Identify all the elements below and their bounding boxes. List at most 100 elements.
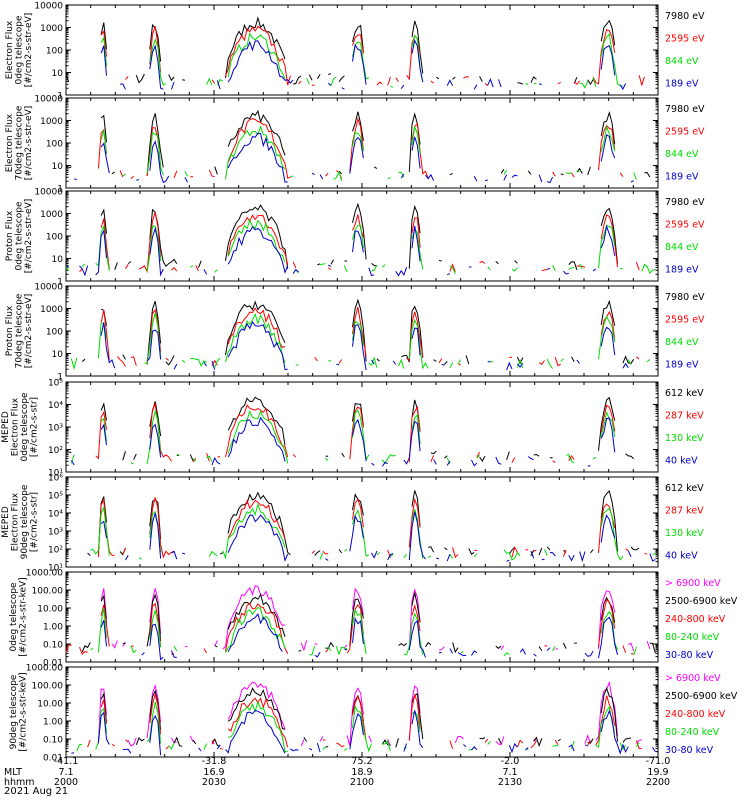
legend-label: 7980 eV: [665, 11, 705, 22]
date-label: 2021 Aug 21: [4, 786, 69, 797]
y-tick-label: 10.00: [37, 700, 63, 710]
legend-label: 2500-6900 keV: [665, 691, 738, 702]
series-trace-3: [70, 312, 651, 370]
series-trace-2: [101, 26, 655, 86]
y-axis-title: Electron Flux: [11, 397, 21, 456]
legend-label: 2595 eV: [665, 34, 705, 45]
series-trace-5: [71, 709, 656, 756]
y-tick-label: 100.00: [32, 587, 64, 597]
x-tick-label: 18.9: [351, 767, 372, 778]
y-axis-title: Proton Flux: [5, 305, 15, 356]
legend-label: 40 keV: [665, 456, 698, 467]
series-trace-1: [88, 490, 656, 556]
y-tick-label: 10: [52, 69, 64, 79]
panel-4: 1 10 100 1000 10000 Proton Flux 70deg telescop…: [5, 283, 705, 383]
y-tick-label: 10000: [34, 283, 63, 293]
y-tick-label: 1.00: [43, 718, 63, 728]
x-tick-label: 2000: [54, 777, 78, 788]
series-trace-2: [81, 592, 656, 654]
legend-label: 287 keV: [665, 411, 704, 422]
legend-label: 287 keV: [665, 506, 704, 517]
y-axis-title: Electron Flux: [5, 113, 15, 172]
series-trace-5: [101, 614, 658, 659]
x-tick-label: -71.0: [646, 756, 671, 767]
y-tick-label: 1000.00: [26, 664, 63, 674]
series-trace-2: [97, 497, 648, 559]
y-axis-title: [#/cm2-s-str]: [30, 492, 40, 552]
series-trace-2: [96, 404, 653, 463]
y-tick-label: 10³: [48, 424, 63, 434]
y-tick-label: 100.00: [32, 682, 64, 692]
series-trace-1: [82, 300, 647, 365]
legend-label: 7980 eV: [665, 104, 705, 115]
legend-label: 80-240 keV: [665, 727, 720, 738]
x-row-label: hhmm: [4, 777, 35, 788]
y-tick-label: 100: [46, 47, 63, 57]
series-trace-2: [101, 688, 655, 747]
legend-label: 130 keV: [665, 528, 704, 539]
legend-label: > 6900 keV: [665, 578, 721, 589]
x-tick-label: 2130: [498, 777, 522, 788]
legend-label: 844 eV: [665, 242, 699, 253]
legend-label: 2595 eV: [665, 220, 705, 231]
x-tick-label: 16.9: [203, 767, 224, 778]
panel-1: 1 10 100 1000 10000 Electron Flux 0deg telesco…: [5, 2, 705, 102]
y-tick-label: 0.10: [43, 736, 63, 746]
panel-7: 0.01 0.10 1.00 10.00 100.00 1000.00 0deg teles…: [9, 569, 738, 669]
y-tick-label: 1000: [40, 210, 63, 220]
panel-6: 10¹ 10² 10³ 10⁴ 10⁵ 10⁶ MEPED Electron Flux 90de…: [1, 474, 704, 574]
legend-label: 612 keV: [665, 388, 704, 399]
y-axis-title: 0deg telescope: [15, 201, 25, 271]
y-axis-title: [#/cm2-s-str-eV]: [24, 106, 34, 181]
y-axis-title: 90deg telescope: [20, 484, 30, 559]
x-tick-label: 75.2: [351, 756, 372, 767]
y-tick-label: 10000: [34, 95, 63, 105]
y-axis-title: 0deg telescope: [15, 15, 25, 85]
legend-label: 7980 eV: [665, 292, 705, 303]
y-tick-label: 10⁶: [48, 474, 63, 484]
y-axis-title: Proton Flux: [5, 210, 15, 261]
legend-label: 2500-6900 keV: [665, 596, 738, 607]
y-tick-label: 10000: [34, 2, 63, 12]
y-tick-label: 1: [57, 185, 63, 195]
y-tick-label: 1000: [40, 117, 63, 127]
plot-area: [71, 680, 656, 756]
panel-5: 10¹ 10² 10³ 10⁴ 10⁵ MEPED Electron Flux 0deg te…: [1, 379, 704, 479]
y-axis-title: [#/cm2-s-str-eV]: [24, 199, 34, 274]
series-trace-4: [66, 226, 650, 276]
legend-label: 189 eV: [665, 172, 699, 183]
series-trace-3: [101, 34, 655, 88]
y-tick-label: 10¹: [48, 564, 63, 574]
legend-label: 2595 eV: [665, 127, 705, 138]
x-tick-label: 2100: [350, 777, 374, 788]
y-tick-label: 100: [46, 328, 63, 338]
panel-3: 1 10 100 1000 10000 Proton Flux 0deg telescope…: [5, 188, 705, 288]
x-tick-label: 19.9: [647, 767, 668, 778]
series-trace-4: [90, 607, 637, 657]
panel-2: 1 10 100 1000 10000 Electron Flux 70deg telesc…: [5, 95, 705, 195]
panel-8: 0.01 0.10 1.00 10.00 100.00 1000.00 90deg tele…: [9, 664, 738, 764]
series-trace-3: [101, 127, 655, 181]
y-tick-label: 10¹: [48, 469, 63, 479]
y-tick-label: 10: [52, 255, 64, 265]
y-tick-label: 1: [57, 278, 63, 288]
y-tick-label: 1.00: [43, 623, 63, 633]
legend-label: 80-240 keV: [665, 632, 720, 643]
x-tick-label: 2030: [202, 777, 226, 788]
y-tick-label: 100: [46, 140, 63, 150]
legend-label: 844 eV: [665, 149, 699, 160]
legend-label: 7980 eV: [665, 197, 705, 208]
y-tick-label: 10²: [48, 446, 63, 456]
series-trace-1: [100, 584, 651, 652]
legend-label: 844 eV: [665, 337, 699, 348]
legend-label: 30-80 keV: [665, 650, 714, 661]
panel-frame: [65, 571, 659, 663]
y-tick-label: 10³: [48, 528, 63, 538]
y-tick-label: 1000: [40, 305, 63, 315]
series-trace-1: [66, 18, 623, 84]
y-tick-label: 10⁵: [48, 379, 63, 389]
y-axis-title: 0deg telescope: [20, 392, 30, 462]
series-trace-4: [101, 322, 653, 370]
series-trace-2: [98, 119, 658, 179]
